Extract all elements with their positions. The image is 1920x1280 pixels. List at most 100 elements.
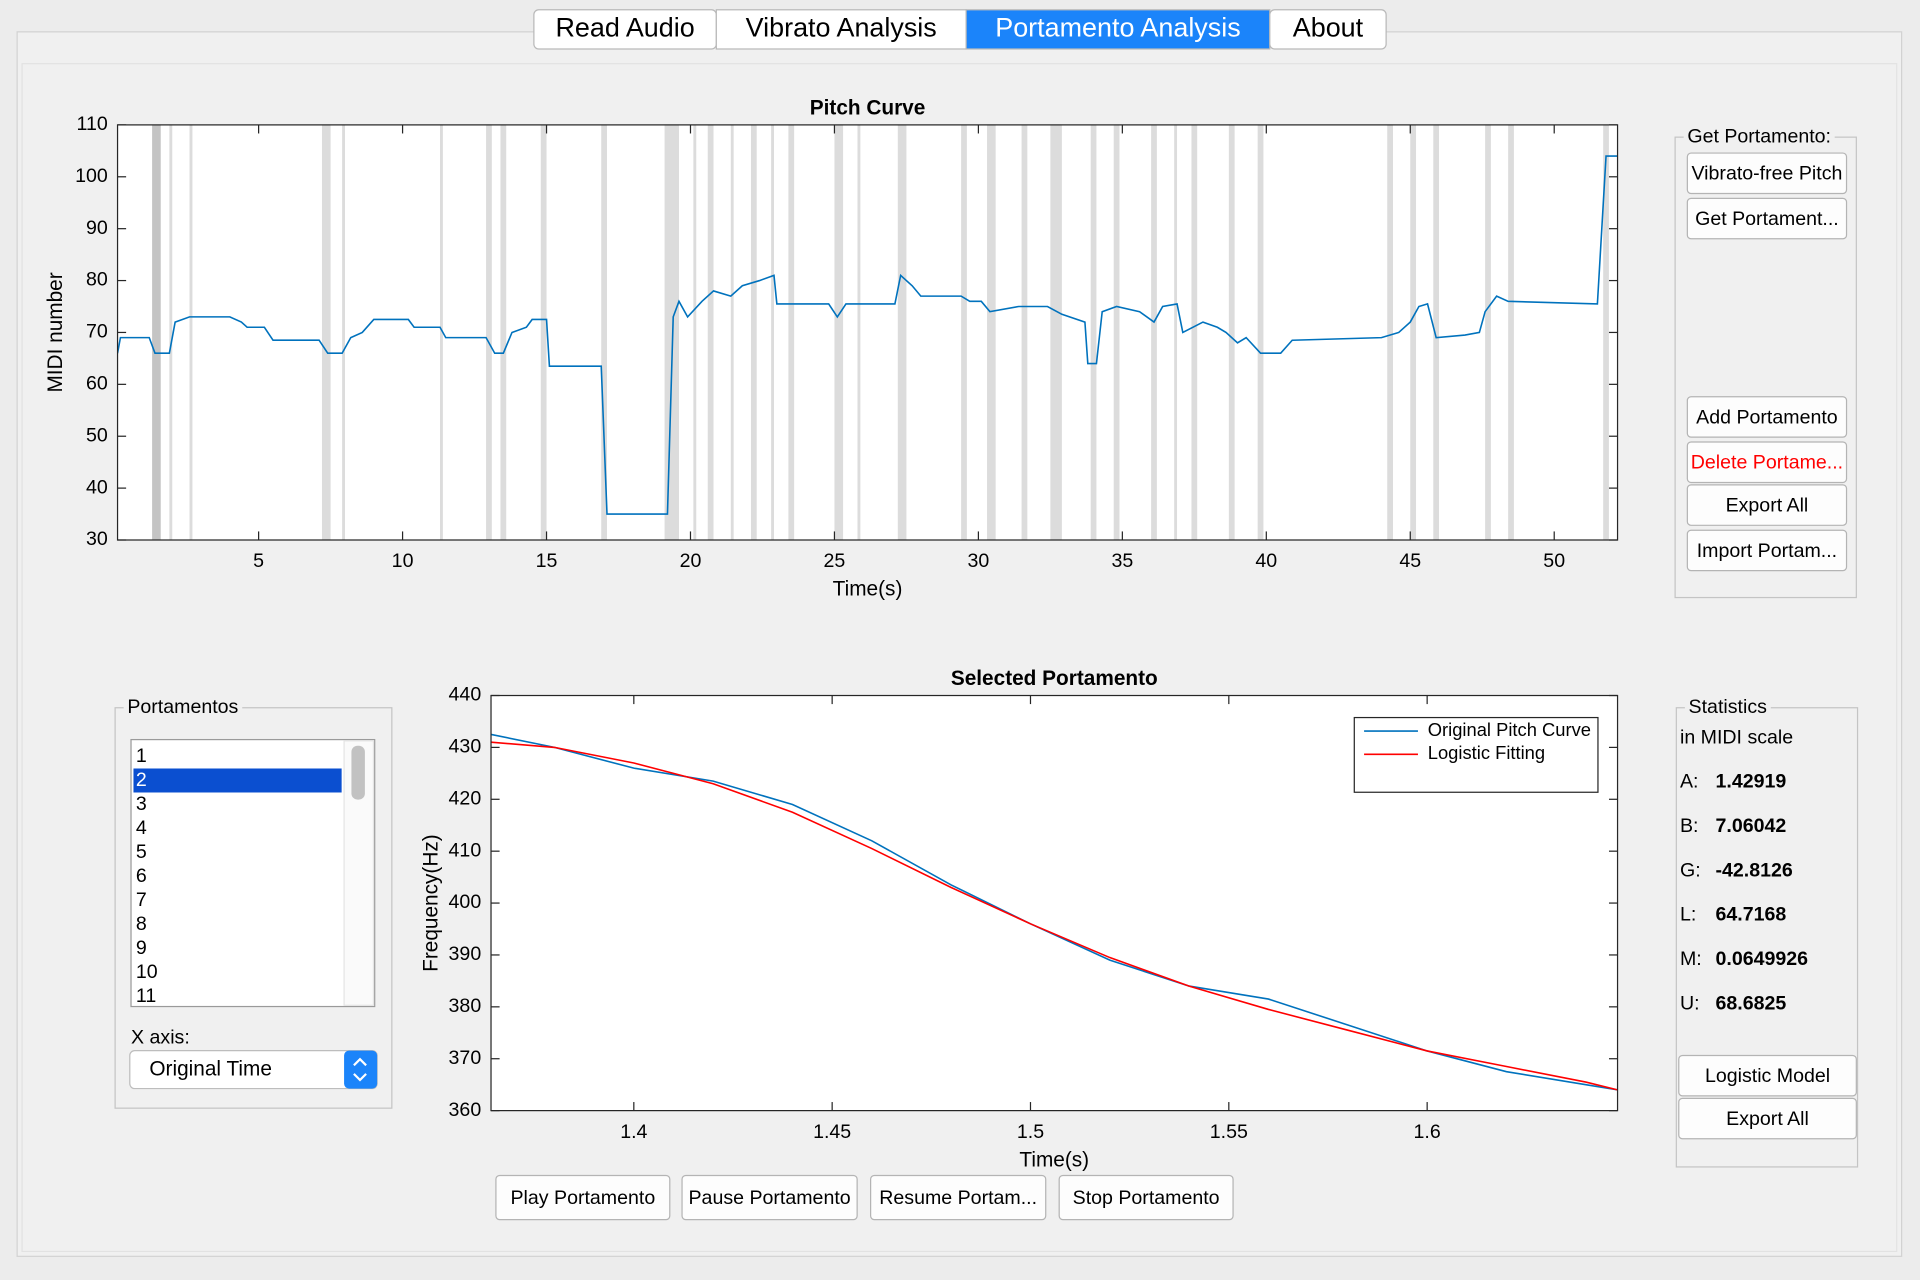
button-label[interactable]: Get Portament...	[1695, 208, 1839, 230]
tab[interactable]: Portamento Analysis	[965, 9, 1271, 50]
y-axis-label: Frequency(Hz)	[420, 834, 443, 972]
button[interactable]: Resume Portam...	[870, 1174, 1047, 1221]
axes-frame	[490, 694, 1619, 1112]
group-box	[114, 707, 393, 1109]
button-label[interactable]: Export All	[1726, 495, 1809, 517]
button[interactable]: Stop Portamento	[1058, 1174, 1234, 1221]
button-bg[interactable]	[870, 1174, 1047, 1221]
button[interactable]: Export All	[1678, 1097, 1857, 1140]
tab[interactable]: About	[1269, 9, 1387, 50]
portamento-region	[1191, 124, 1198, 541]
portamento-region	[189, 124, 193, 541]
button[interactable]: Export All	[1686, 484, 1848, 526]
portamento-region	[152, 124, 161, 541]
button[interactable]: Pause Portamento	[681, 1174, 858, 1221]
portamento-region	[788, 124, 795, 541]
legend-label: Original Pitch Curve	[1428, 719, 1591, 740]
portamento-region	[730, 124, 734, 541]
tab[interactable]: Vibrato Analysis	[715, 9, 967, 50]
button-bg[interactable]	[1686, 441, 1848, 484]
button-bg[interactable]	[1678, 1054, 1857, 1097]
stat-label: B:	[1680, 815, 1699, 837]
button-label[interactable]: Vibrato-free Pitch	[1691, 163, 1842, 185]
button-label[interactable]: Pause Portamento	[689, 1187, 851, 1209]
portamento-region	[1113, 124, 1120, 541]
button-label[interactable]: Add Portamento	[1696, 406, 1838, 428]
list-item[interactable]: 4	[136, 817, 147, 839]
list-item-label[interactable]: 2	[136, 769, 147, 791]
button[interactable]: Delete Portame...	[1686, 441, 1848, 484]
y-tick-label: 400	[449, 891, 482, 913]
list-item-label[interactable]: 5	[136, 841, 147, 863]
list-item[interactable]: 1	[136, 745, 147, 767]
y-tick-label: 430	[449, 736, 482, 758]
button-bg[interactable]	[495, 1174, 671, 1221]
list-item-label[interactable]: 6	[136, 865, 147, 887]
button-label[interactable]: Delete Portame...	[1691, 452, 1843, 474]
stat-value: -42.8126	[1716, 859, 1793, 881]
list-item[interactable]: 3	[136, 793, 147, 815]
list-item-label[interactable]: 8	[136, 913, 147, 935]
button-label[interactable]: Logistic Model	[1705, 1065, 1830, 1087]
popup-stepper[interactable]	[344, 1050, 378, 1089]
tab-label[interactable]: Portamento Analysis	[995, 12, 1240, 42]
button-label[interactable]: Play Portamento	[510, 1187, 655, 1209]
button-bg[interactable]	[1058, 1174, 1234, 1221]
button[interactable]: Play Portamento	[495, 1174, 671, 1221]
tab-label[interactable]: Vibrato Analysis	[746, 12, 937, 42]
y-tick-label: 440	[449, 684, 482, 706]
x-tick-label: 5	[253, 550, 264, 572]
x-tick-label: 1.5	[1017, 1121, 1044, 1143]
list-item-label[interactable]: 1	[136, 745, 147, 767]
list-item-label[interactable]: 3	[136, 793, 147, 815]
button-bg[interactable]	[681, 1174, 858, 1221]
list-item-label[interactable]: 10	[136, 961, 158, 983]
x-tick-label: 30	[968, 550, 990, 572]
button-bg[interactable]	[1686, 396, 1848, 438]
button-bg[interactable]	[1686, 529, 1848, 572]
tab[interactable]: Read Audio	[533, 9, 717, 50]
group-title: Portamentos	[127, 696, 238, 718]
list-item-label[interactable]: 4	[136, 817, 147, 839]
list-item[interactable]: 2	[133, 768, 342, 793]
list-item-label[interactable]: 11	[136, 985, 156, 1007]
stat-label: U:	[1680, 992, 1700, 1014]
button-label[interactable]: Resume Portam...	[879, 1187, 1037, 1209]
popup-arrows[interactable]	[353, 1057, 367, 1082]
button-bg[interactable]	[1686, 152, 1848, 195]
button-bg[interactable]	[1686, 197, 1848, 240]
button[interactable]: Import Portam...	[1686, 529, 1848, 572]
button[interactable]: Logistic Model	[1678, 1054, 1857, 1097]
y-tick-label: 60	[86, 373, 108, 395]
x-tick-label: 40	[1255, 550, 1277, 572]
list-item[interactable]: 8	[136, 913, 147, 935]
button-label[interactable]: Export All	[1726, 1108, 1809, 1130]
list-item[interactable]: 5	[136, 841, 147, 863]
button-bg[interactable]	[1686, 484, 1848, 526]
list-item[interactable]: 11	[136, 985, 156, 1007]
tab-label[interactable]: About	[1293, 12, 1364, 42]
list-item-label[interactable]: 7	[136, 889, 147, 911]
tab-bg[interactable]	[965, 9, 1271, 50]
button[interactable]: Get Portament...	[1686, 197, 1848, 240]
tab-bg[interactable]	[1269, 9, 1387, 50]
stat-value: 7.06042	[1716, 815, 1787, 837]
button-label[interactable]: Import Portam...	[1697, 540, 1837, 562]
scrollbar-thumb[interactable]	[351, 745, 365, 800]
list-item-label[interactable]: 9	[136, 937, 147, 959]
x-axis-popup[interactable]: Original Time	[129, 1050, 378, 1090]
list-item-highlight[interactable]	[133, 768, 342, 793]
button-bg[interactable]	[1678, 1097, 1857, 1140]
button[interactable]: Add Portamento	[1686, 396, 1848, 438]
popup-value[interactable]: Original Time	[149, 1058, 272, 1081]
portamento-region	[1050, 124, 1062, 541]
button-label[interactable]: Stop Portamento	[1073, 1187, 1220, 1209]
list-item[interactable]: 9	[136, 937, 147, 959]
list-item[interactable]: 10	[136, 961, 158, 983]
tab-label[interactable]: Read Audio	[555, 12, 694, 42]
list-item[interactable]: 7	[136, 889, 147, 911]
button[interactable]: Vibrato-free Pitch	[1686, 152, 1848, 195]
list-item[interactable]: 6	[136, 865, 147, 887]
